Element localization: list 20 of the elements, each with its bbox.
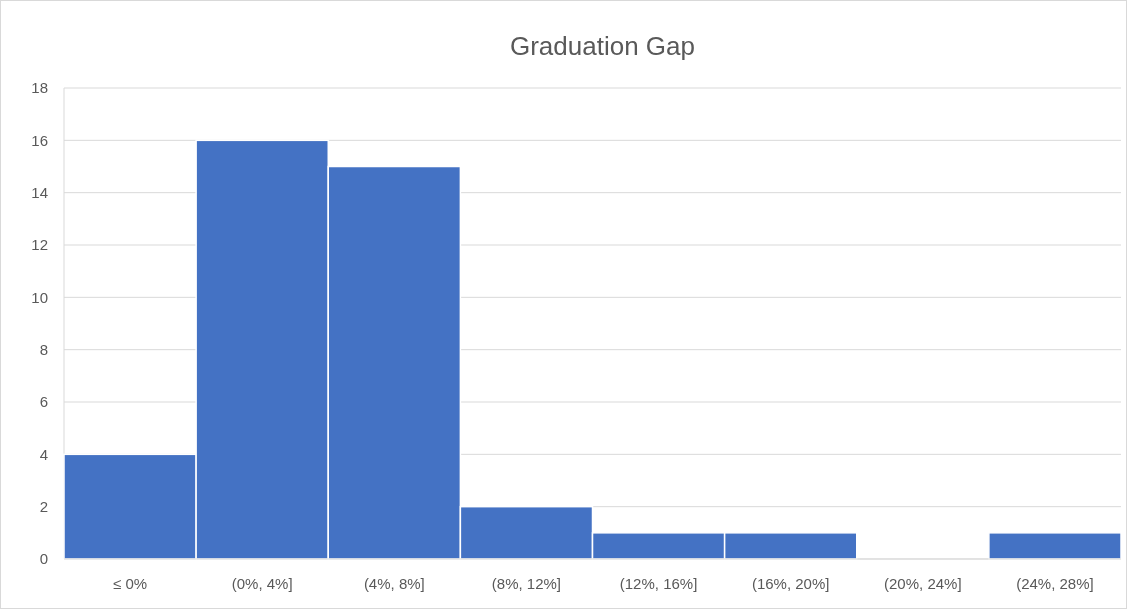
y-tick-label: 6	[39, 393, 48, 411]
x-tick-label: ≤ 0%	[113, 575, 148, 592]
y-tick-label: 2	[39, 497, 48, 515]
chart-title: Graduation Gap	[509, 31, 696, 61]
y-tick-label: 10	[31, 288, 48, 306]
y-tick-label: 4	[39, 445, 48, 463]
x-tick-label: (24%, 28%]	[1016, 575, 1094, 592]
x-tick-label: (12%, 16%]	[619, 575, 698, 592]
bar	[988, 532, 1122, 560]
y-tick-label: 8	[39, 340, 48, 358]
x-tick-label: (0%, 4%]	[231, 575, 293, 592]
y-tick-label: 18	[31, 79, 48, 97]
y-tick-label: 0	[39, 550, 48, 568]
x-tick-label: (4%, 8%]	[363, 575, 425, 592]
y-tick-label: 12	[31, 236, 48, 254]
x-tick-label: (20%, 24%]	[884, 575, 962, 592]
y-tick-label: 16	[31, 131, 48, 149]
x-tick-label: (16%, 20%]	[751, 575, 830, 592]
y-tick-label: 14	[31, 183, 48, 201]
x-tick-label: (8%, 12%]	[491, 575, 562, 592]
